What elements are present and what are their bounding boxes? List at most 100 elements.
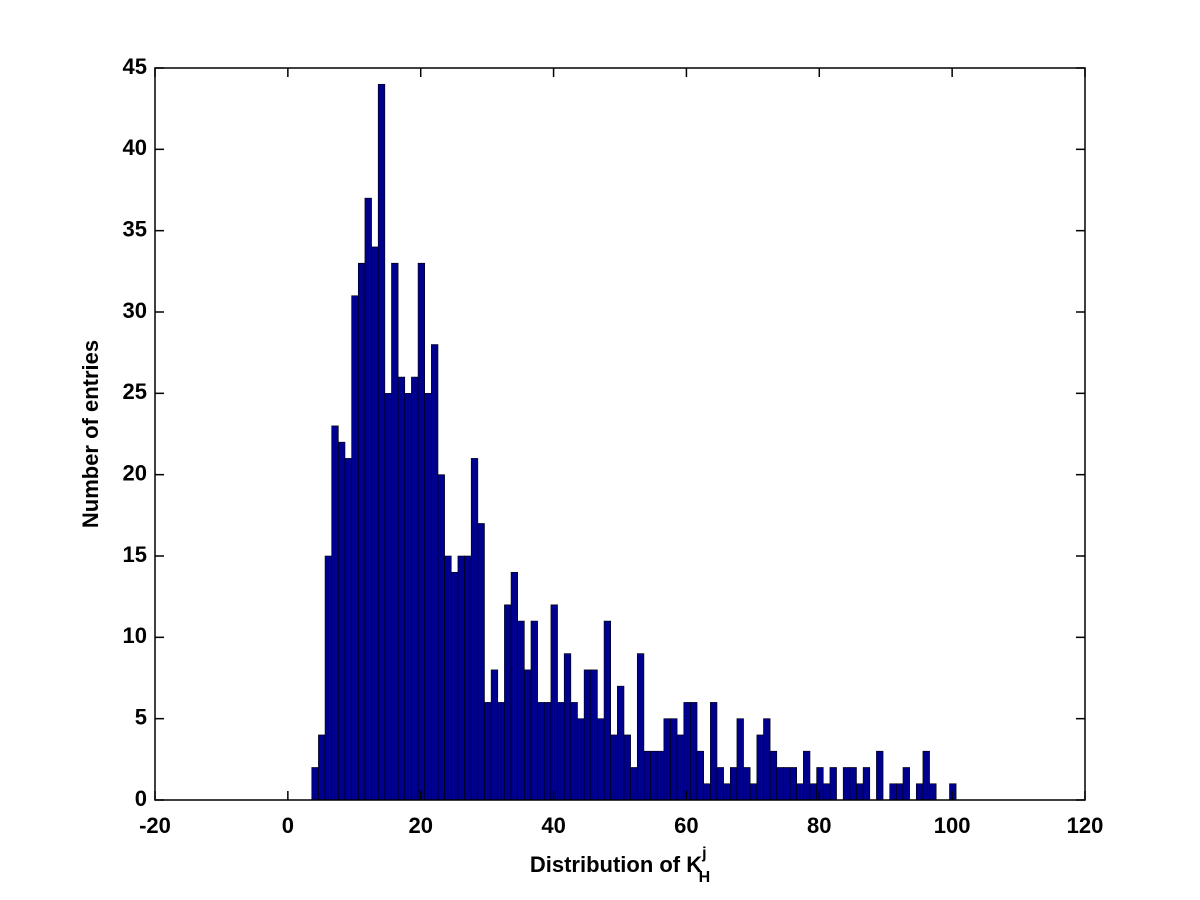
bar	[842, 767, 851, 801]
bar	[344, 458, 352, 801]
bar	[902, 767, 910, 801]
bar	[311, 767, 319, 801]
bar	[457, 555, 465, 801]
bar	[676, 734, 685, 801]
bar	[656, 750, 665, 801]
bar	[424, 393, 432, 801]
bar	[530, 620, 538, 801]
bar	[623, 734, 631, 801]
bar	[829, 767, 837, 801]
bar	[736, 718, 744, 801]
bar	[683, 702, 691, 801]
bar	[862, 767, 871, 801]
bar	[444, 555, 452, 801]
bar	[477, 523, 485, 801]
bar	[404, 393, 412, 801]
x-tick-label: 20	[408, 813, 432, 838]
bar	[510, 571, 518, 801]
x-axis-label: Distribution of Kj H	[530, 845, 710, 886]
bar	[783, 767, 791, 801]
bar	[351, 295, 359, 801]
y-tick-label: 0	[135, 786, 147, 811]
bar	[636, 653, 645, 801]
bar	[603, 620, 611, 801]
bar	[583, 669, 592, 801]
bar	[650, 750, 658, 801]
y-tick-label: 10	[123, 623, 147, 648]
y-tick-label: 40	[123, 135, 147, 160]
bar	[490, 669, 499, 801]
bar	[497, 702, 505, 801]
bar	[484, 702, 492, 801]
y-tick-label: 25	[123, 379, 147, 404]
bar	[331, 425, 339, 801]
bar	[577, 718, 585, 801]
bar	[524, 669, 532, 801]
x-tick-label: 40	[541, 813, 565, 838]
y-tick-label: 15	[123, 542, 147, 567]
bar	[776, 767, 784, 801]
bar	[324, 555, 332, 801]
y-tick-label: 5	[135, 704, 147, 729]
bar	[550, 604, 558, 801]
bar	[803, 750, 811, 801]
bar	[597, 718, 605, 801]
bar	[710, 702, 718, 801]
bar	[696, 750, 704, 801]
x-tick-label: -20	[139, 813, 171, 838]
x-label-sup: j	[701, 845, 706, 862]
bar	[703, 783, 711, 801]
bar	[617, 685, 625, 801]
bar	[729, 767, 738, 801]
bar	[417, 262, 425, 801]
bar	[763, 718, 771, 801]
y-axis-label: Number of entries	[78, 340, 103, 528]
x-tick-label: 0	[282, 813, 294, 838]
bar	[338, 441, 346, 801]
bar	[849, 767, 857, 801]
bar	[856, 783, 864, 801]
bar	[630, 767, 638, 801]
bar	[889, 783, 897, 801]
bar	[896, 783, 904, 801]
bar	[723, 783, 731, 801]
bar	[590, 669, 598, 801]
bar	[431, 344, 439, 801]
x-tick-label: 120	[1067, 813, 1104, 838]
bar	[318, 734, 326, 801]
bar	[397, 376, 406, 801]
y-tick-label: 45	[123, 54, 147, 79]
y-tick-label: 20	[123, 460, 147, 485]
bar	[364, 197, 372, 801]
bar	[809, 783, 817, 801]
bar	[643, 750, 651, 801]
bar	[929, 783, 937, 801]
bar	[610, 734, 618, 801]
bar	[537, 702, 545, 801]
bar	[796, 783, 804, 801]
bar	[743, 767, 751, 801]
bar	[543, 702, 552, 801]
x-tick-label: 100	[934, 813, 971, 838]
bar	[749, 783, 758, 801]
bar	[437, 474, 445, 801]
y-tick-label: 35	[123, 216, 147, 241]
x-label-sub: H	[699, 869, 711, 886]
bar	[663, 718, 671, 801]
bar	[822, 783, 831, 801]
x-tick-label: 80	[807, 813, 831, 838]
bar	[504, 604, 512, 801]
x-tick-label: 60	[674, 813, 698, 838]
bar	[517, 620, 525, 801]
bar	[470, 458, 479, 801]
bar	[789, 767, 797, 801]
bar	[450, 571, 459, 801]
plot-frame	[154, 67, 1086, 801]
bar	[557, 702, 565, 801]
bar	[377, 83, 386, 801]
bar	[371, 246, 379, 801]
bar	[716, 767, 724, 801]
bar	[690, 702, 698, 801]
